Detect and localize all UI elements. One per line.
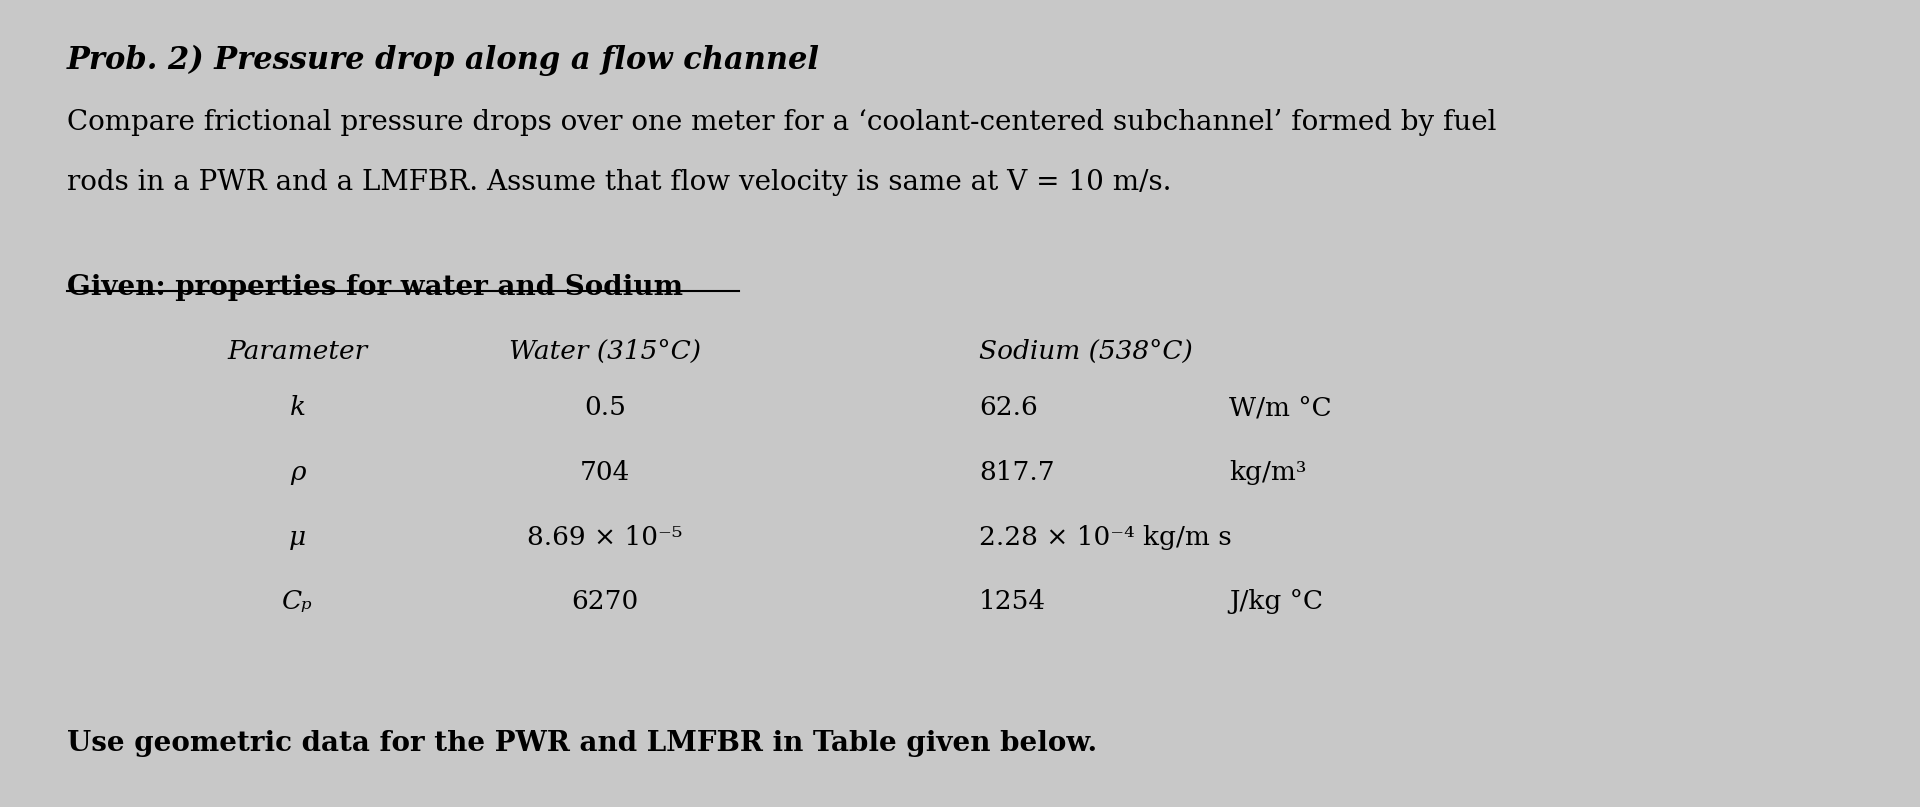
Text: rods in a PWR and a LMFBR. Assume that flow velocity is same at V = 10 m/s.: rods in a PWR and a LMFBR. Assume that f… [67,169,1171,196]
Text: J/kg °C: J/kg °C [1229,589,1323,614]
Text: ρ: ρ [290,460,305,485]
Text: 8.69 × 10⁻⁵: 8.69 × 10⁻⁵ [528,525,682,550]
Text: kg/m³: kg/m³ [1229,460,1306,485]
Text: μ: μ [290,525,305,550]
Text: k: k [290,395,305,420]
Text: 6270: 6270 [570,589,639,614]
Text: Prob. 2) Pressure drop along a flow channel: Prob. 2) Pressure drop along a flow chan… [67,44,820,76]
Text: Use geometric data for the PWR and LMFBR in Table given below.: Use geometric data for the PWR and LMFBR… [67,730,1098,757]
Text: 1254: 1254 [979,589,1046,614]
Text: 704: 704 [580,460,630,485]
Text: Parameter: Parameter [227,339,369,364]
Text: Given: properties for water and Sodium: Given: properties for water and Sodium [67,274,684,301]
Text: Sodium (538°C): Sodium (538°C) [979,339,1192,364]
Text: 62.6: 62.6 [979,395,1039,420]
Text: Cₚ: Cₚ [282,589,313,614]
Text: 817.7: 817.7 [979,460,1054,485]
Text: 0.5: 0.5 [584,395,626,420]
Text: Water (315°C): Water (315°C) [509,339,701,364]
Text: W/m °C: W/m °C [1229,395,1331,420]
Text: Compare frictional pressure drops over one meter for a ‘coolant-centered subchan: Compare frictional pressure drops over o… [67,109,1498,136]
Text: 2.28 × 10⁻⁴ kg/m s: 2.28 × 10⁻⁴ kg/m s [979,525,1233,550]
